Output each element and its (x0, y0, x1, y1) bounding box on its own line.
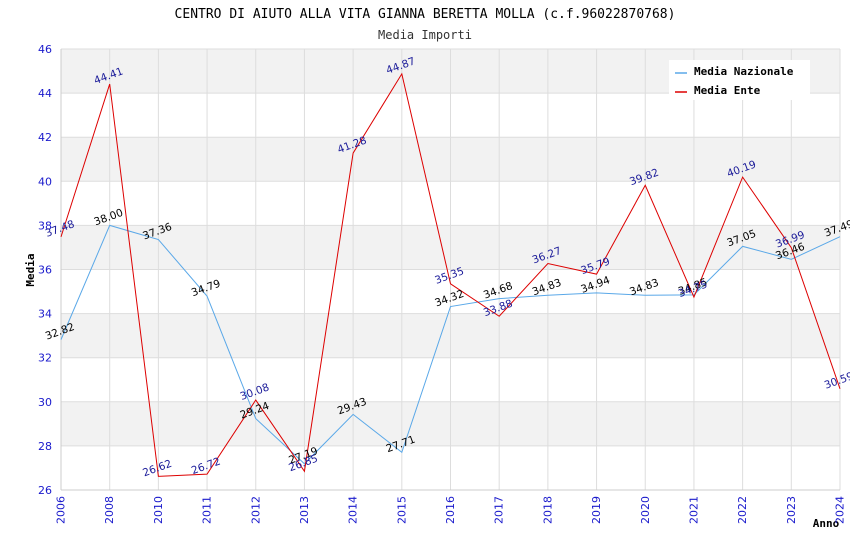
series-line-nazionale (60, 224, 841, 465)
x-tick-label: 2010 (152, 496, 165, 524)
y-tick-label: 38 (38, 219, 52, 232)
x-tick-label: 2023 (785, 496, 798, 524)
x-tick-label: 2018 (541, 496, 554, 524)
x-tick-label: 2020 (639, 496, 652, 524)
y-tick-label: 40 (38, 175, 52, 188)
chart-subtitle: Media Importi (378, 28, 472, 42)
x-tick-label: 2019 (590, 496, 603, 524)
gridlines (60, 48, 841, 491)
x-tick-label: 2016 (444, 496, 457, 524)
y-tick-labels: 26 28 30 32 34 36 38 40 42 44 46 (38, 43, 52, 497)
legend-label-nazionale: Media Nazionale (694, 65, 794, 78)
x-tick-label: 2014 (347, 496, 360, 524)
x-tick-label: 2024 (834, 496, 847, 524)
x-axis-label: Anno (813, 517, 840, 530)
y-tick-label: 42 (38, 131, 52, 144)
chart-title: CENTRO DI AIUTO ALLA VITA GIANNA BERETTA… (175, 7, 676, 22)
legend-box (669, 60, 810, 100)
series-line-ente (60, 72, 841, 477)
y-tick-label: 30 (38, 396, 52, 409)
x-tick-label: 2013 (298, 496, 311, 524)
x-tick-label: 2015 (395, 496, 408, 524)
x-tick-label: 2022 (736, 496, 749, 524)
legend: Media Nazionale Media Ente (669, 60, 810, 100)
x-tick-label: 2021 (687, 496, 700, 524)
legend-label-ente: Media Ente (694, 84, 761, 97)
x-tick-labels: 2006 2008 2010 2011 2012 2013 2014 2015 2016 2017… (55, 496, 847, 524)
x-tick-label: 2006 (55, 496, 68, 524)
series-group (60, 72, 841, 477)
data-label: 34.32 (433, 288, 465, 310)
y-tick-label: 26 (38, 484, 52, 497)
x-tick-label: 2011 (201, 496, 214, 524)
x-tick-label: 2008 (103, 496, 116, 524)
y-axis-label: Media (24, 253, 37, 286)
x-tick-label: 2017 (493, 496, 506, 524)
y-tick-label: 34 (38, 308, 52, 321)
y-tick-label: 44 (38, 87, 52, 100)
y-tick-label: 36 (38, 264, 52, 277)
y-tick-label: 46 (38, 43, 52, 56)
y-tick-label: 32 (38, 352, 52, 365)
x-tick-label: 2012 (249, 496, 262, 524)
y-tick-label: 28 (38, 440, 52, 453)
data-label: 30.59 (823, 370, 850, 392)
data-label: 34.79 (190, 278, 222, 300)
